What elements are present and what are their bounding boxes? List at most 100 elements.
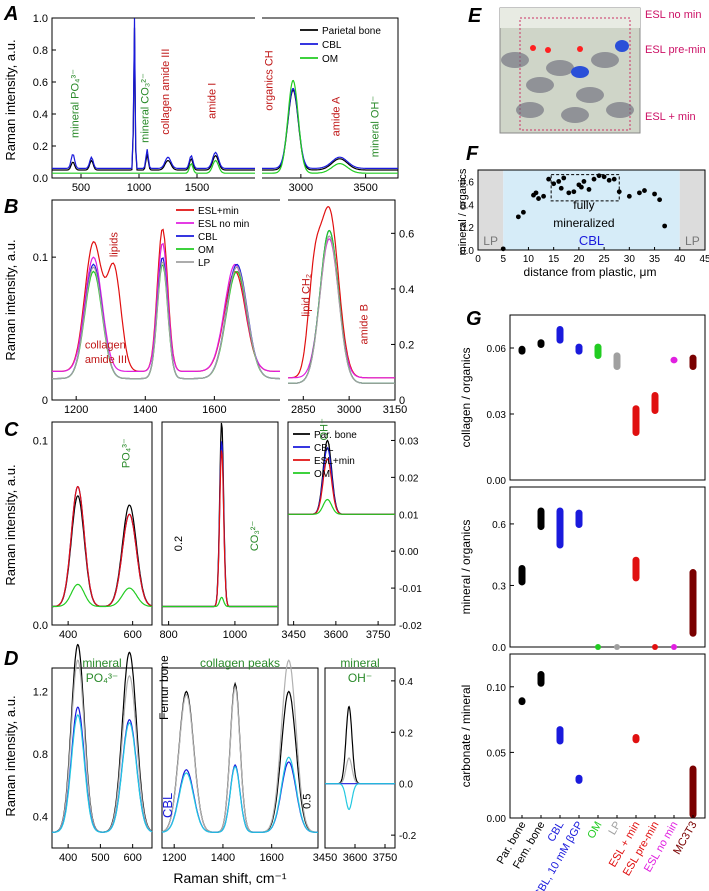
annotation: mineral CO₃²⁻ bbox=[139, 73, 151, 143]
annotation: organics CH bbox=[263, 50, 275, 111]
x-tick-label: 35 bbox=[649, 254, 661, 265]
series-om bbox=[288, 498, 395, 515]
cell-4 bbox=[591, 52, 619, 68]
range-bar bbox=[556, 726, 564, 745]
range-bar bbox=[537, 339, 545, 348]
x-axis-b-tick-label: 2850 bbox=[291, 404, 315, 416]
range-bar bbox=[613, 352, 621, 370]
y-axis-label-0: Raman intensity, a.u. bbox=[3, 39, 18, 160]
y-tick-label: 0.0 bbox=[492, 643, 506, 654]
annotation: mineralized bbox=[553, 216, 614, 230]
region-label: CBL bbox=[579, 233, 604, 248]
plot-frame bbox=[324, 667, 396, 849]
panel-d-spectra: D 0.4 0.8 1.2 -0.2 0.0 0.2 0.4 400 500 600 1200 1400… bbox=[4, 643, 417, 864]
region-lp bbox=[679, 170, 705, 250]
scan-region bbox=[519, 17, 631, 131]
plot-frame bbox=[509, 653, 706, 819]
range-bar bbox=[632, 734, 640, 744]
y-axis-label: mineral / organics bbox=[459, 520, 473, 615]
annotation: PO₄³⁻ bbox=[120, 438, 132, 468]
x-axis-b-tick-label: 3000 bbox=[337, 404, 361, 416]
annotation: collagen bbox=[85, 340, 126, 352]
data-point bbox=[541, 193, 546, 199]
x-axis-d-tick-label: 1400 bbox=[211, 852, 235, 864]
y-tick-label: 0.4 bbox=[460, 200, 474, 211]
y-tick-label-right: 0 bbox=[399, 395, 405, 407]
series-cbl bbox=[52, 18, 255, 169]
category-label: OM bbox=[585, 820, 604, 841]
x-axis-label: Raman shift, cm⁻¹ bbox=[173, 870, 287, 886]
x-axis-b-tick-label: 1200 bbox=[64, 404, 88, 416]
y-tick-label: 0.4 bbox=[33, 812, 48, 824]
range-bar bbox=[670, 356, 678, 364]
annotation: fully bbox=[573, 198, 594, 212]
x-axis-d-tick-label: 3600 bbox=[343, 852, 367, 864]
x-tick-label: 15 bbox=[548, 254, 560, 265]
annotation: collagen amide III bbox=[160, 49, 172, 135]
plot-frame bbox=[51, 421, 153, 626]
cell-3 bbox=[576, 87, 604, 103]
y-tick-label: 1.0 bbox=[33, 13, 48, 25]
y-tick-label-right: 0.0 bbox=[399, 780, 413, 791]
title: mineral bbox=[340, 656, 379, 670]
x-tick-label: 40 bbox=[674, 254, 686, 265]
region-lp bbox=[478, 170, 504, 250]
y-tick-label: 0.8 bbox=[33, 45, 48, 57]
common-labels: Raman intensity, a.u. Raman intensity, a.… bbox=[3, 39, 287, 886]
x-axis-b-tick-label: 1600 bbox=[202, 404, 226, 416]
y-tick-label: 0.06 bbox=[487, 344, 507, 355]
panel-label-c: C bbox=[4, 419, 19, 441]
data-point bbox=[652, 191, 657, 197]
title: PO₄³⁻ bbox=[86, 671, 119, 685]
data-point bbox=[556, 179, 562, 184]
annotation: amide I bbox=[207, 83, 219, 119]
y-axis-label: mineral / organics bbox=[457, 168, 469, 255]
panel-e-micrograph: E ESL no min ESL pre-min ESL + min bbox=[468, 5, 706, 134]
title: collagen peaks bbox=[200, 656, 280, 670]
y-tick-label: 1.2 bbox=[33, 686, 48, 698]
side-label: CBL bbox=[160, 793, 175, 818]
range-bar bbox=[575, 509, 583, 529]
series-par-bone bbox=[288, 439, 395, 515]
y-tick-label: 0.6 bbox=[460, 177, 474, 188]
x-axis-a-tick-label: 1000 bbox=[127, 182, 151, 194]
data-point bbox=[561, 175, 567, 181]
x-axis-d-tick-label: 3450 bbox=[313, 852, 337, 864]
range-bar bbox=[575, 774, 583, 784]
data-point bbox=[596, 173, 602, 179]
y-tick-label-right: 0.6 bbox=[399, 228, 414, 240]
annotation: 0.2 bbox=[173, 536, 185, 551]
range-bar bbox=[689, 569, 697, 637]
y-axis-label-3: Raman intensity, a.u. bbox=[3, 695, 18, 816]
y-tick-label-right: 0.2 bbox=[399, 728, 413, 739]
range-bar bbox=[632, 405, 640, 436]
region-cbl bbox=[503, 170, 680, 250]
y-tick-label: 0.1 bbox=[33, 252, 48, 264]
series-cbl-cyan bbox=[161, 756, 318, 833]
data-point bbox=[591, 176, 597, 182]
data-point bbox=[606, 177, 612, 183]
measurement-point-0 bbox=[530, 45, 536, 51]
y-tick-label: 0.4 bbox=[33, 109, 48, 121]
annotation: mineral PO₄³⁻ bbox=[70, 69, 82, 138]
category-label: LP bbox=[606, 820, 623, 838]
legend-label: OM bbox=[322, 54, 338, 65]
data-point bbox=[533, 190, 539, 196]
range-point bbox=[595, 644, 601, 650]
plot-frame bbox=[161, 421, 279, 626]
legend-label: CBL bbox=[314, 443, 334, 454]
x-axis-b-tick-label: 3150 bbox=[383, 404, 407, 416]
data-point bbox=[586, 187, 592, 192]
y-tick-label-right: 0.2 bbox=[399, 339, 414, 351]
side-label: Femur bone bbox=[157, 655, 171, 720]
cell-0 bbox=[501, 52, 529, 68]
fully-mineralized-box bbox=[550, 174, 620, 202]
x-tick-label: 20 bbox=[573, 254, 585, 265]
legend-label: ESL+min bbox=[198, 206, 239, 217]
annotation: lipid CH₂ bbox=[300, 274, 312, 317]
x-axis-d-tick-label: 1600 bbox=[259, 852, 283, 864]
panel-a-spectra: A 0.0 0.2 0.4 0.6 0.8 1.0 500 1000 1500 3000 3500 Pa… bbox=[3, 3, 399, 194]
legend-label: LP bbox=[198, 258, 211, 269]
x-axis-a-tick-label: 1500 bbox=[185, 182, 209, 194]
y-tick-label: 0.00 bbox=[487, 814, 507, 825]
